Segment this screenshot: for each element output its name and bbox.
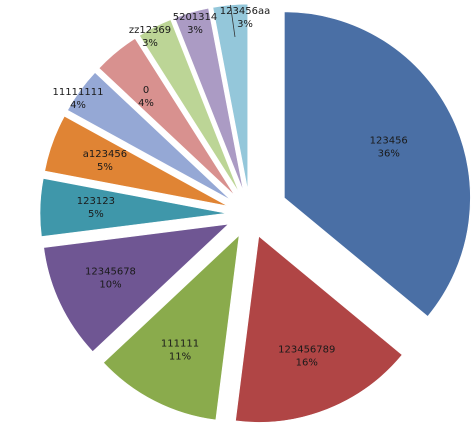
slice-label-123123: 123123 5%: [77, 196, 115, 220]
slice-category-0: 0: [143, 85, 149, 96]
slice-category-zz12369: zz12369: [129, 25, 171, 36]
slice-label-123456: 123456 36%: [370, 136, 408, 160]
slice-percent-a123456: 5%: [97, 162, 113, 173]
slice-percent-5201314: 3%: [187, 25, 203, 36]
slice-category-12345678: 12345678: [85, 267, 136, 278]
slice-percent-zz12369: 3%: [142, 38, 158, 49]
slice-label-12345678: 12345678 10%: [85, 267, 136, 291]
slice-label-0: 0 4%: [138, 85, 154, 109]
slice-label-5201314: 5201314 3%: [173, 12, 218, 36]
pie-slice-123456: [284, 11, 471, 317]
slice-label-111111: 111111 11%: [161, 338, 199, 362]
pie-slice-5201314: [174, 7, 244, 192]
slice-label-a123456: a123456 5%: [83, 149, 127, 173]
pie-slice-0: [98, 38, 235, 196]
slice-category-123456789: 123456789: [278, 344, 335, 355]
slice-percent-12345678: 10%: [99, 280, 121, 291]
slice-category-123456: 123456: [370, 136, 408, 147]
pie-slice-123123: [39, 178, 227, 237]
slice-category-11111111: 11111111: [53, 87, 104, 98]
slice-percent-123456: 36%: [378, 149, 400, 160]
slice-category-a123456: a123456: [83, 149, 127, 160]
pie-slice-12345678: [43, 223, 230, 352]
slice-category-123456aa: 123456aa: [220, 6, 270, 17]
slice-percent-123456aa: 3%: [237, 19, 253, 30]
slices-group: [39, 3, 471, 423]
pie-slice-123456789: [235, 235, 403, 423]
slice-label-11111111: 11111111 4%: [53, 87, 104, 111]
slice-percent-11111111: 4%: [70, 100, 86, 111]
slice-category-123123: 123123: [77, 196, 115, 207]
labels-group: 123456 36% 123456789 16% 111111 11% 12345678 10…: [53, 4, 408, 368]
pie-slice-a123456: [44, 115, 228, 207]
slice-category-111111: 111111: [161, 338, 199, 349]
leader-line-123456aa: [230, 4, 236, 38]
pie-slice-123456aa: [212, 3, 249, 191]
slice-label-123456789: 123456789 16%: [278, 344, 335, 368]
slice-percent-123456789: 16%: [296, 357, 318, 368]
slice-label-123456aa: 123456aa 3%: [220, 6, 270, 30]
slice-label-zz12369: zz12369 3%: [129, 25, 171, 49]
slice-percent-123123: 5%: [88, 209, 104, 220]
pie-slice-zz12369: [139, 19, 240, 193]
pie-slice-11111111: [67, 72, 231, 201]
pie-slice-111111: [103, 234, 240, 421]
slice-percent-111111: 11%: [169, 351, 191, 362]
slice-percent-0: 4%: [138, 98, 154, 109]
slice-category-5201314: 5201314: [173, 12, 218, 23]
